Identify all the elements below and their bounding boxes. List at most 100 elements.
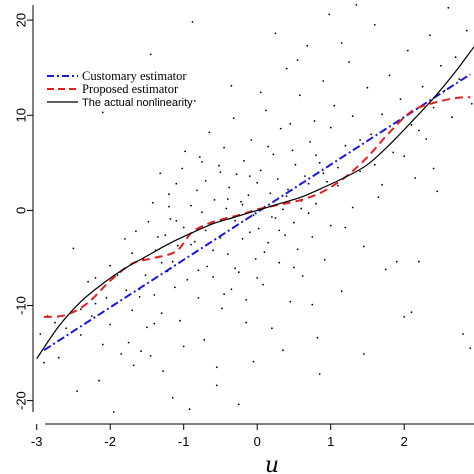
scatter-point (201, 211, 203, 214)
scatter-point (291, 149, 294, 152)
scatter-point (282, 208, 284, 211)
scatter-point (160, 312, 163, 314)
x-tick-label: 1 (327, 434, 334, 449)
scatter-point (421, 85, 424, 88)
scatter-point (267, 241, 270, 244)
scatter-point (309, 141, 311, 143)
scatter-point (175, 182, 178, 185)
scatter-point (234, 267, 237, 270)
scatter-point (140, 350, 142, 353)
scatter-point (125, 289, 128, 292)
scatter-point (362, 245, 365, 248)
scatter-point (313, 120, 316, 122)
scatter-point (230, 84, 233, 87)
x-axis-title: u (265, 453, 279, 474)
scatter-point (226, 198, 229, 200)
scatter-point (344, 226, 347, 229)
scatter-point (425, 138, 428, 140)
scatter-point (174, 286, 176, 289)
scatter-point (116, 274, 119, 276)
scatter-point (254, 258, 257, 260)
proposed-estimator-line (43, 96, 471, 318)
scatter-point (274, 32, 277, 35)
scatter-point (344, 144, 347, 147)
scatter-point (191, 21, 194, 23)
scatter-point (65, 327, 67, 330)
scatter-point (101, 111, 104, 114)
scatter-point (237, 403, 240, 406)
scatter-point (418, 129, 420, 132)
scatter-point (406, 49, 409, 52)
scatter-point (176, 244, 179, 247)
scatter-point (259, 91, 262, 94)
scatter-point (307, 212, 310, 215)
scatter-point (218, 164, 220, 167)
scatter-point (265, 109, 267, 112)
scatter-point (381, 113, 383, 116)
scatter-point (109, 264, 112, 267)
scatter-point (306, 44, 309, 47)
scatter-point (240, 200, 242, 203)
scatter-point (377, 196, 380, 199)
scatter-point (243, 160, 245, 162)
scatter-point (179, 319, 181, 322)
y-ticks: -20 -10 0 10 20 (13, 13, 33, 410)
scatter-point (245, 298, 248, 301)
estimator-lines (36, 46, 474, 360)
scatter-point (120, 353, 123, 355)
scatter-point (267, 145, 270, 148)
scatter-point (348, 61, 350, 63)
scatter-point (326, 180, 328, 183)
x-tick-label: -2 (104, 434, 116, 449)
scatter-point (132, 364, 135, 367)
x-tick-label: 0 (254, 434, 261, 449)
scatter-point (168, 205, 170, 208)
scatter-point (171, 260, 174, 263)
scatter-point (87, 280, 89, 283)
scatter-point (228, 186, 231, 189)
scatter-point (127, 341, 130, 344)
scatter-point (144, 274, 147, 276)
scatter-point (465, 29, 468, 32)
scatter-point (160, 261, 163, 264)
scatter-point (469, 347, 472, 350)
scatter-point (232, 117, 235, 119)
scatter-point (241, 203, 244, 206)
scatter-point (182, 226, 185, 229)
scatter-point (293, 221, 295, 224)
scatter-point (219, 171, 222, 174)
scatter-point (440, 64, 442, 67)
scatter-point (188, 408, 191, 411)
scatter-point (250, 139, 253, 141)
scatter-point (373, 163, 376, 166)
scatter-point (245, 321, 248, 324)
scatter-point (370, 133, 372, 136)
x-tick-label: -3 (31, 434, 43, 449)
scatter-point (392, 151, 395, 154)
scatter-point (337, 166, 339, 169)
scatter-point (241, 238, 244, 240)
scatter-point (300, 207, 303, 210)
scatter-point (149, 355, 152, 357)
scatter-point (226, 253, 229, 256)
scatter-point (366, 86, 369, 89)
scatter-point (322, 172, 325, 175)
scatter-point (315, 154, 317, 157)
scatter-point (98, 379, 100, 382)
scatter-point (315, 202, 317, 205)
x-ticks: -3 -2 -1 0 1 2 (31, 424, 408, 449)
scatter-point (318, 373, 321, 375)
scatter-point (307, 182, 310, 185)
actual-nonlinearity-line (36, 46, 474, 360)
scatter-point (262, 283, 264, 286)
scatter-point (282, 349, 284, 352)
scatter-point (198, 156, 201, 159)
scatter-point (190, 204, 192, 207)
scatter-point (186, 278, 189, 281)
scatter-point (39, 333, 42, 335)
legend-label-customary: Customary estimator (82, 69, 187, 83)
scatter-point (206, 265, 209, 268)
scatter-point (274, 217, 277, 219)
scatter-point (131, 309, 134, 312)
scatter-point (399, 98, 402, 100)
